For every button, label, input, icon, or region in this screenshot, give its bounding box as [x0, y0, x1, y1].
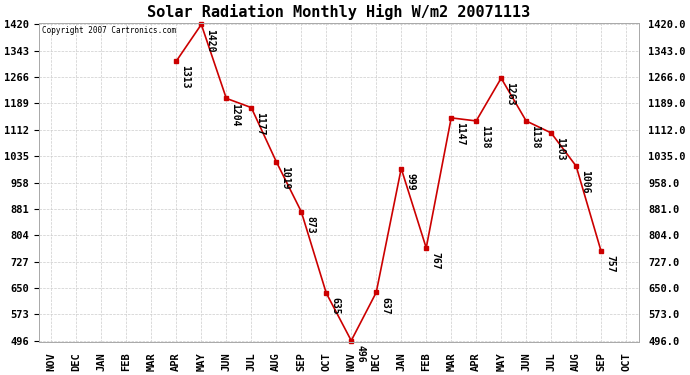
Text: 1138: 1138	[531, 125, 540, 148]
Text: 999: 999	[406, 172, 415, 190]
Text: 1420: 1420	[206, 28, 215, 52]
Text: 1147: 1147	[455, 122, 465, 146]
Text: 637: 637	[380, 297, 391, 314]
Text: 1006: 1006	[580, 170, 591, 194]
Text: 1204: 1204	[230, 102, 241, 126]
Text: 1313: 1313	[181, 65, 190, 89]
Text: 1103: 1103	[555, 137, 565, 160]
Text: 1138: 1138	[480, 125, 491, 148]
Text: 767: 767	[431, 252, 440, 270]
Title: Solar Radiation Monthly High W/m2 20071113: Solar Radiation Monthly High W/m2 200711…	[147, 4, 531, 20]
Text: 1263: 1263	[505, 82, 515, 106]
Text: Copyright 2007 Cartronics.com: Copyright 2007 Cartronics.com	[42, 26, 176, 35]
Text: 635: 635	[331, 297, 340, 315]
Text: 1019: 1019	[280, 166, 290, 189]
Text: 757: 757	[605, 255, 615, 273]
Text: 873: 873	[306, 216, 315, 233]
Text: 496: 496	[355, 345, 366, 363]
Text: 1177: 1177	[255, 112, 266, 135]
